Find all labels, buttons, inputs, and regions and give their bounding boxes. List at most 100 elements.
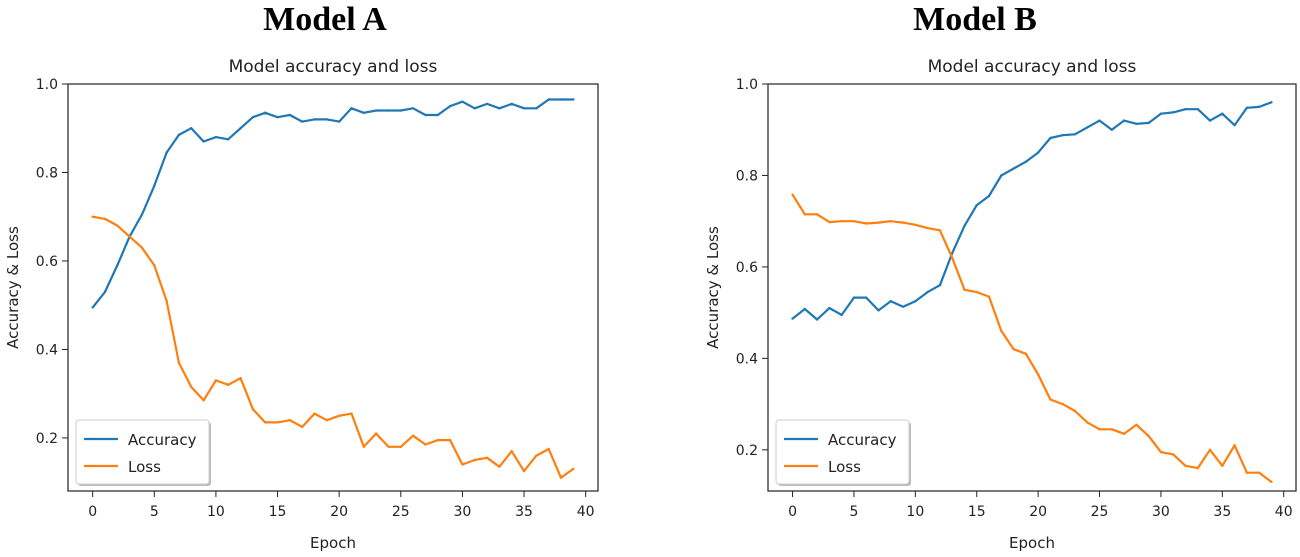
loss-data-point [288,419,292,422]
loss-data-point [1073,409,1077,413]
accuracy-data-point [877,309,880,312]
x-tick-label: 30 [454,504,472,520]
loss-data-point [865,222,868,225]
loss-data-point [1000,329,1003,333]
accuracy-data-point [91,306,94,309]
legend-loss-label: Loss [828,458,861,476]
accuracy-data-point [1073,133,1077,136]
loss-series-line [791,194,1273,483]
loss-data-point [1208,448,1212,452]
loss-data-point [926,226,929,230]
accuracy-data-point [177,133,181,137]
accuracy-data-point [325,118,329,121]
loss-data-point [559,476,563,479]
accuracy-data-point [313,118,316,121]
plot-frame [767,83,1297,492]
accuracy-data-point [963,224,966,227]
loss-data-point [914,223,917,227]
loss-data-point [165,299,168,302]
x-tick-label: 35 [1213,504,1231,520]
accuracy-data-point [448,104,452,108]
loss-data-point [313,412,316,415]
loss-data-point [374,432,378,435]
x-tick-label: 25 [1091,504,1109,520]
x-tick-label: 5 [849,504,858,520]
accuracy-data-point [852,296,856,299]
accuracy-data-point [153,184,156,187]
y-tick-label: 0.2 [736,443,758,459]
accuracy-data-point [436,113,439,117]
y-tick-label: 0.4 [736,351,758,367]
x-tick-label: 40 [577,504,595,520]
y-axis-label: Accuracy & Loss [4,226,22,349]
x-tick-label: 35 [515,504,533,520]
accuracy-data-point [865,296,868,299]
accuracy-data-point [975,203,978,207]
loss-data-point [116,224,119,227]
accuracy-data-point [362,111,366,114]
loss-data-point [572,467,575,471]
loss-data-point [337,414,341,417]
accuracy-data-point [116,264,119,267]
loss-data-point [815,213,819,216]
loss-data-point [1024,352,1028,356]
accuracy-series-line [91,98,574,309]
loss-data-point [1270,480,1273,484]
loss-data-point [510,449,513,453]
x-tick-label: 10 [207,504,225,520]
accuracy-data-point [510,102,513,106]
loss-data-point [1221,464,1224,468]
accuracy-data-point [227,138,230,141]
loss-data-point [1110,428,1114,431]
loss-data-point [177,361,181,364]
y-tick-label: 0.6 [736,260,758,276]
loss-data-point [1086,421,1089,424]
loss-data-point [963,288,966,291]
loss-data-point [485,456,489,460]
x-tick-label: 5 [150,504,159,520]
x-tick-label: 20 [1029,504,1047,520]
model-a-heading: Model A [263,1,387,38]
accuracy-data-point [535,107,538,110]
accuracy-data-point [1024,160,1028,163]
loss-data-point [411,434,415,437]
legend-accuracy-label: Accuracy [828,431,897,449]
accuracy-data-point [251,115,255,119]
loss-data-point [227,383,230,387]
accuracy-data-point [803,307,807,311]
accuracy-data-point [1208,119,1212,122]
accuracy-data-point [1061,134,1064,137]
accuracy-data-point [387,109,390,112]
loss-data-point [975,290,978,294]
accuracy-data-point [1245,106,1249,109]
loss-data-point [877,221,880,224]
loss-data-point [1245,471,1249,474]
loss-data-point [1049,398,1052,401]
loss-data-point [473,458,476,462]
accuracy-data-point [1159,112,1163,115]
accuracy-data-point [140,213,144,216]
y-tick-label: 0.4 [36,342,58,358]
loss-data-point [950,256,954,259]
accuracy-data-point [264,111,267,114]
accuracy-data-point [1172,111,1175,114]
y-tick-label: 0.6 [36,254,58,270]
accuracy-data-point [547,98,550,101]
accuracy-data-point [1000,174,1003,177]
accuracy-data-point [337,120,341,123]
y-axis-label: Accuracy & Loss [704,226,722,349]
loss-data-point [239,376,242,380]
accuracy-data-point [1122,119,1126,122]
loss-data-point [399,445,402,448]
accuracy-data-point [1196,107,1199,111]
model-b-panel: Model B Model accuracy and loss 0 5 10 15 20 2… [650,0,1300,557]
accuracy-data-point [840,313,843,317]
y-tick-label: 1.0 [36,77,58,93]
model-a-chart: Model accuracy and loss 0 5 10 15 20 25 30 35 40 0… [4,57,599,552]
loss-data-point [1012,348,1015,351]
accuracy-data-point [498,107,501,110]
accuracy-data-point [1221,112,1224,115]
loss-data-point [387,445,390,448]
legend-box [775,419,910,485]
accuracy-data-point [461,100,464,103]
